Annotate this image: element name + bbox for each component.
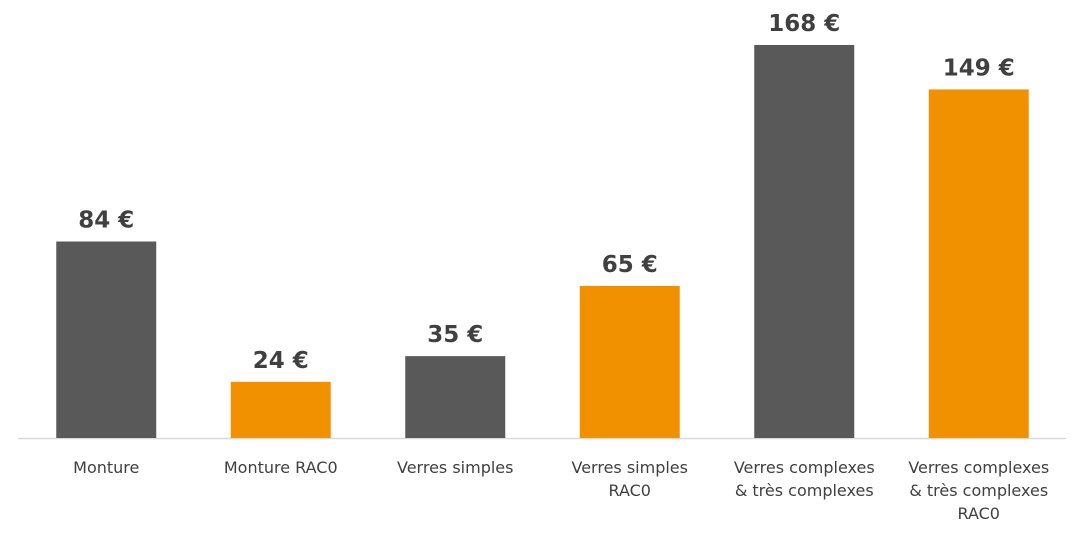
bar [928, 89, 1029, 439]
value-label: 24 € [253, 348, 309, 374]
x-tick-label: Verres simples RAC0 [571, 458, 688, 500]
value-label: 35 € [427, 322, 483, 348]
value-label: 84 € [78, 208, 134, 234]
value-label: 65 € [602, 252, 658, 278]
value-label: 168 € [768, 11, 840, 37]
value-label: 149 € [943, 55, 1015, 81]
bar [56, 241, 157, 438]
x-tick-label: Verres complexes & très complexes RAC0 [908, 458, 1050, 523]
x-tick-label: Verres simples [397, 458, 514, 477]
bar [579, 285, 680, 438]
x-tick-label: Monture RAC0 [223, 458, 338, 477]
bar [754, 45, 855, 438]
bar [230, 381, 331, 438]
x-tick-label: Monture [73, 458, 140, 477]
bar [405, 356, 506, 438]
x-tick-label: Verres complexes & très complexes [733, 458, 875, 500]
